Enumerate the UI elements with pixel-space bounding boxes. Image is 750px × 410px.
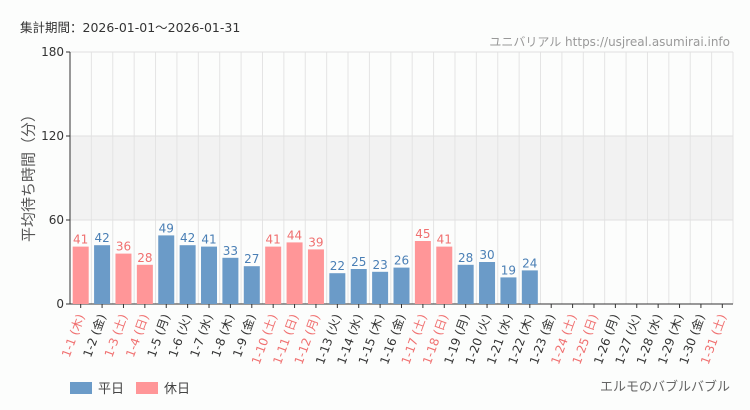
legend-weekday-swatch [70,381,92,394]
bar [265,246,282,304]
bar [457,264,474,304]
data-label: 19 [501,263,516,277]
bar [94,245,111,304]
bar [222,257,239,304]
bar [307,249,324,304]
bar [158,235,175,304]
data-label: 36 [116,240,131,254]
bar [72,246,89,304]
shaded-band [70,136,733,220]
bar [179,245,196,304]
data-label: 41 [266,233,281,247]
data-label: 22 [330,259,345,273]
data-label: 25 [351,255,366,269]
bar [393,267,410,304]
bar [414,241,431,304]
bar [115,253,132,304]
legend: 平日 休日 [70,378,190,397]
data-label: 45 [415,227,430,241]
y-tick-label: 120 [41,129,64,143]
data-label: 42 [94,231,109,245]
data-label: 30 [479,248,494,262]
bar [479,262,496,304]
bar [329,273,346,304]
data-label: 26 [394,254,409,268]
legend-holiday-swatch [136,381,159,394]
data-label: 41 [73,233,88,247]
legend-weekday[interactable]: 平日 [70,378,124,397]
data-label: 44 [287,228,302,242]
y-tick-label: 60 [49,213,64,227]
data-label: 28 [458,251,473,265]
source-label: ユニバリアル https://usjreal.asumirai.info [489,35,730,49]
data-label: 42 [180,231,195,245]
bar [521,270,538,304]
data-label: 27 [244,252,259,266]
data-label: 28 [137,251,152,265]
legend-weekday-label: 平日 [98,382,125,397]
y-tick-label: 180 [41,45,64,59]
y-tick-label: 0 [56,297,64,311]
data-label: 41 [201,233,216,247]
data-label: 41 [437,233,452,247]
bar [136,264,153,304]
legend-holiday[interactable]: 休日 [136,378,190,397]
bar [436,246,453,304]
period-label: 集計期間：2026-01-01〜2026-01-31 [20,20,241,35]
bar [201,246,218,304]
bar [350,269,367,304]
bar [372,271,389,304]
bar [500,277,517,304]
legend-holiday-label: 休日 [164,382,191,397]
data-label: 49 [159,221,174,235]
attraction-name: エルモのバブルバブル [599,380,730,395]
bar [243,266,260,304]
data-label: 24 [522,256,537,270]
data-label: 23 [372,258,387,272]
data-label: 33 [223,244,238,258]
bar [286,242,303,304]
data-label: 39 [308,235,323,249]
